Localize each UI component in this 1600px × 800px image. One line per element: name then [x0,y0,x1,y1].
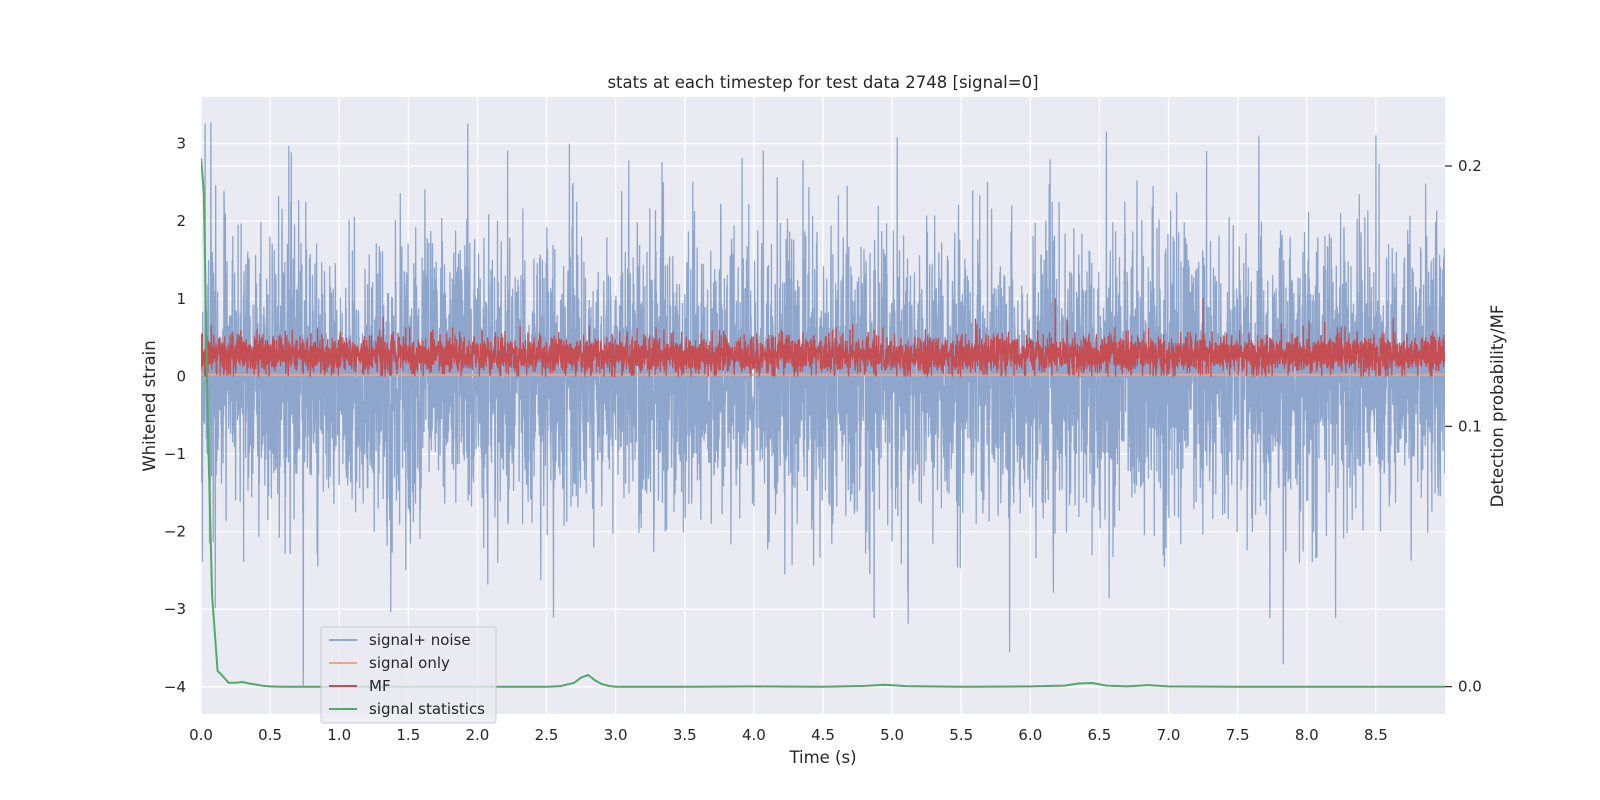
y-axis-left: 3 2 1 0 −1 −2 −3 −4 [164,135,186,696]
y-tick-label: −4 [164,678,186,696]
x-tick-label: 4.0 [742,726,766,744]
legend-label-signal-only: signal only [369,654,450,672]
series-layer [201,122,1445,688]
chart-title: stats at each timestep for test data 274… [607,73,1038,92]
x-tick-label: 8.5 [1364,726,1388,744]
y-axis-label: Whitened strain [140,340,159,471]
x-tick-label: 8.0 [1295,726,1319,744]
x-tick-label: 6.0 [1018,726,1042,744]
y2-tick-label: 0.0 [1458,678,1482,696]
series-line-3 [201,158,1445,688]
x-tick-label: 6.5 [1088,726,1112,744]
y2-tick-label: 0.2 [1458,157,1482,175]
x-tick-label: 0.0 [189,726,213,744]
x-tick-label: 7.0 [1157,726,1181,744]
y-tick-label: −2 [164,523,186,541]
y-tick-label: 0 [176,367,186,385]
x-tick-label: 5.0 [880,726,904,744]
y-axis-right: 0.2 0.1 0.0 [1445,157,1482,696]
y-tick-label: −1 [164,445,186,463]
x-tick-label: 3.5 [673,726,697,744]
legend-label-mf: MF [369,677,391,695]
x-tick-label: 2.0 [466,726,490,744]
x-tick-label: 3.0 [604,726,628,744]
legend: signal+ noise signal only MF signal stat… [320,626,497,724]
legend-label-signal-noise: signal+ noise [369,631,471,649]
x-axis-label: Time (s) [788,748,856,767]
legend-box [320,626,497,724]
x-tick-label: 7.5 [1226,726,1250,744]
x-axis: 0.0 0.5 1.0 1.5 2.0 2.5 3.0 3.5 4.0 4.5 5.0 5.5 6.0 6… [189,726,1388,744]
x-tick-label: 1.0 [327,726,351,744]
y2-tick-label: 0.1 [1458,417,1482,435]
x-tick-label: 0.5 [258,726,282,744]
x-tick-label: 5.5 [949,726,973,744]
x-tick-label: 1.5 [396,726,420,744]
y-tick-label: −3 [164,600,186,618]
y-tick-label: 3 [176,135,186,153]
y-tick-label: 2 [176,212,186,230]
y-tick-label: 1 [176,290,186,308]
x-tick-label: 2.5 [535,726,559,744]
legend-label-signal-statistics: signal statistics [369,700,485,718]
x-tick-label: 4.5 [811,726,835,744]
y2-axis-label: Detection probability/MF [1488,305,1507,508]
series-line-2 [201,298,1445,378]
